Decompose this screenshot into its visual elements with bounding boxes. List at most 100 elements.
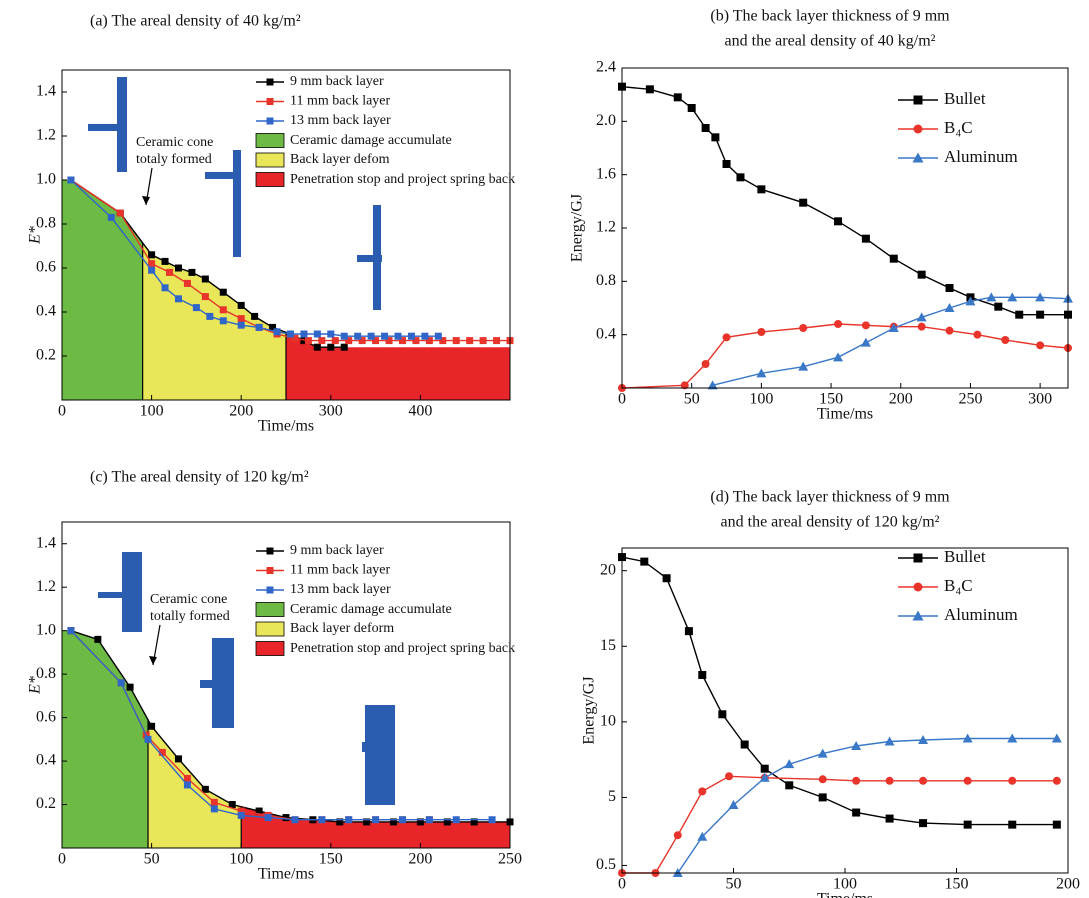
marker (466, 337, 473, 344)
y-tick-label: 20 (600, 561, 616, 578)
marker (886, 815, 894, 823)
marker (354, 333, 361, 340)
legend-label: Penetration stop and project spring back (290, 172, 520, 206)
marker (341, 333, 348, 340)
marker (162, 258, 169, 265)
marker (238, 322, 245, 329)
legend-label: B₄C (944, 118, 973, 137)
marker (148, 267, 155, 274)
legend-label: B₄C (944, 576, 973, 595)
y-tick-label: 1.2 (36, 127, 56, 144)
simulation-image (365, 705, 395, 805)
marker (372, 816, 379, 823)
marker (973, 331, 981, 339)
marker (453, 337, 460, 344)
marker (327, 331, 334, 338)
simulation-image (117, 77, 127, 172)
marker (918, 323, 926, 331)
marker (238, 315, 245, 322)
x-tick-label: 0 (618, 391, 626, 408)
marker (493, 337, 500, 344)
marker (1036, 341, 1044, 349)
chart-title: (a) The areal density of 40 kg/m² (90, 13, 301, 30)
marker (395, 333, 402, 340)
simulation-image (362, 742, 382, 752)
annotation: totaly formed (136, 152, 212, 167)
y-axis-label: E* (27, 676, 44, 695)
marker (725, 772, 733, 780)
x-tick-label: 200 (889, 391, 913, 408)
marker (265, 814, 272, 821)
x-tick-label: 400 (408, 403, 432, 420)
x-axis-label: Time/ms (817, 406, 873, 423)
marker (918, 271, 926, 279)
marker (646, 85, 654, 93)
series-line (622, 324, 1068, 388)
marker (799, 199, 807, 207)
series-line (622, 87, 1068, 315)
marker (267, 98, 274, 105)
marker (193, 304, 200, 311)
region (62, 631, 148, 848)
marker (674, 93, 682, 101)
marker (785, 781, 793, 789)
marker (184, 280, 191, 287)
marker (1008, 777, 1016, 785)
simulation-image (88, 124, 118, 131)
marker (761, 765, 769, 773)
y-tick-label: 15 (600, 637, 616, 654)
legend-swatch (256, 153, 284, 167)
marker (688, 104, 696, 112)
marker (886, 777, 894, 785)
x-tick-label: 300 (319, 403, 343, 420)
marker (332, 337, 339, 344)
marker (663, 574, 671, 582)
marker (685, 627, 693, 635)
marker (287, 331, 294, 338)
simulation-image (205, 172, 235, 179)
chart-title: (b) The back layer thickness of 9 mm (710, 8, 950, 25)
marker (919, 819, 927, 827)
marker (175, 755, 182, 762)
marker (318, 816, 325, 823)
y-axis-label: Energy/GJ (581, 676, 598, 744)
marker (421, 333, 428, 340)
marker (341, 344, 348, 351)
marker (220, 289, 227, 296)
marker (819, 775, 827, 783)
legend-label: Bullet (944, 89, 986, 108)
x-tick-label: 0 (58, 403, 66, 420)
marker (833, 352, 843, 361)
marker (381, 333, 388, 340)
y-tick-label: 0.6 (36, 259, 56, 276)
y-tick-label: 10 (600, 713, 616, 730)
marker (117, 210, 124, 217)
annotation: Ceramic cone (136, 135, 213, 150)
simulation-image (357, 255, 382, 262)
legend-label: Aluminum (944, 147, 1018, 166)
marker (368, 333, 375, 340)
legend-label: 9 mm back layer (290, 74, 384, 89)
y-axis-label: Energy/GJ (569, 194, 586, 262)
legend-text: Back layer defom (290, 152, 520, 167)
legend-label: 9 mm back layer (290, 543, 384, 558)
marker (834, 217, 842, 225)
region (241, 807, 510, 848)
y-tick-label: 1.4 (36, 534, 56, 551)
marker (175, 265, 182, 272)
y-tick-label: 2.4 (596, 59, 616, 76)
marker (211, 799, 218, 806)
marker (914, 96, 923, 105)
legend-label: Penetration stop and project spring back (290, 641, 520, 675)
x-tick-label: 0 (58, 851, 66, 868)
marker (1053, 821, 1061, 829)
marker (251, 313, 258, 320)
marker (211, 805, 218, 812)
marker (711, 133, 719, 141)
y-tick-label: 0.6 (36, 708, 56, 725)
marker (145, 736, 152, 743)
marker (327, 344, 334, 351)
marker (946, 327, 954, 335)
marker (862, 235, 870, 243)
annotation: Ceramic cone (150, 592, 227, 607)
